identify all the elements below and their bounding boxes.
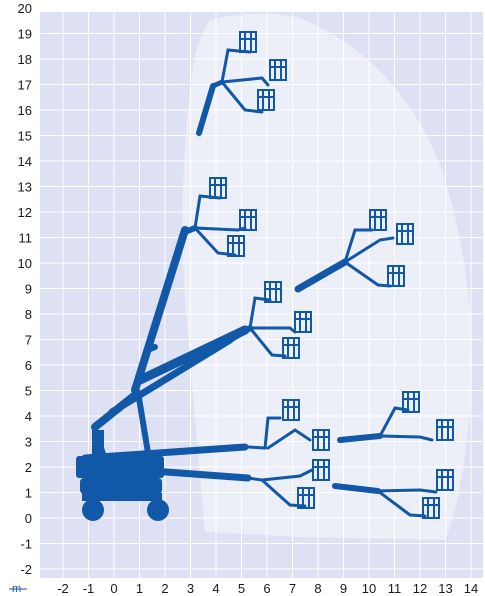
x-tick-label: 2 xyxy=(161,581,168,596)
basket xyxy=(297,487,315,509)
basket xyxy=(422,497,440,519)
jib-links xyxy=(193,48,438,518)
x-tick-label: 4 xyxy=(212,581,219,596)
x-tick-label: 8 xyxy=(314,581,321,596)
x-tick-label: 13 xyxy=(438,581,452,596)
y-tick-label: 1 xyxy=(25,486,32,501)
y-tick-label: 16 xyxy=(18,103,32,118)
basket xyxy=(282,337,300,359)
platform-baskets xyxy=(209,31,454,519)
x-tick-label: 0 xyxy=(110,581,117,596)
basket xyxy=(312,459,330,481)
basket xyxy=(227,235,245,257)
y-tick-label: 14 xyxy=(18,154,32,169)
basket xyxy=(239,31,257,53)
x-tick-label: 7 xyxy=(289,581,296,596)
y-tick-label: 11 xyxy=(19,231,33,246)
front-wheel xyxy=(82,499,104,521)
y-tick-label: 9 xyxy=(25,282,32,297)
y-tick-label: 13 xyxy=(18,180,32,195)
y-tick-label: 5 xyxy=(25,384,32,399)
basket xyxy=(387,265,405,287)
basket xyxy=(209,177,227,199)
x-tick-label: 14 xyxy=(464,581,478,596)
y-tick-label: -1 xyxy=(20,537,32,552)
y-tick-label: 6 xyxy=(25,358,32,373)
x-tick-label: 3 xyxy=(187,581,194,596)
basket xyxy=(402,391,420,413)
basket xyxy=(436,419,454,441)
x-tick-label: -1 xyxy=(83,581,95,596)
boom-lines xyxy=(81,79,383,494)
y-tick-label: 7 xyxy=(25,333,32,348)
x-tick-label: 5 xyxy=(238,581,245,596)
basket xyxy=(396,223,414,245)
y-tick-label: 8 xyxy=(25,307,32,322)
x-tick-label: 9 xyxy=(340,581,347,596)
basket xyxy=(294,311,312,333)
x-tick-label: 6 xyxy=(263,581,270,596)
y-tick-label: 20 xyxy=(18,1,32,16)
y-tick-label: 17 xyxy=(18,78,32,93)
x-tick-label: 12 xyxy=(413,581,427,596)
y-tick-label: 4 xyxy=(25,409,32,424)
y-tick-label: 12 xyxy=(18,205,32,220)
rear-wheel xyxy=(147,499,169,521)
y-tick-label: -2 xyxy=(20,562,32,577)
basket xyxy=(239,209,257,231)
y-tick-label: 3 xyxy=(25,435,32,450)
basket xyxy=(312,429,330,451)
x-tick-label: 1 xyxy=(136,581,143,596)
basket xyxy=(269,59,287,81)
y-tick-label: 15 xyxy=(18,129,32,144)
x-tick-label: 11 xyxy=(388,581,402,596)
basket xyxy=(436,469,454,491)
basket xyxy=(369,209,387,231)
y-tick-label: 10 xyxy=(18,256,32,271)
y-tick-label: 2 xyxy=(25,460,32,475)
y-tick-label: 18 xyxy=(18,52,32,67)
x-tick-label: 10 xyxy=(362,581,376,596)
basket xyxy=(257,89,275,111)
x-tick-label: -2 xyxy=(57,581,69,596)
basket xyxy=(282,399,300,421)
basket xyxy=(264,281,282,303)
y-tick-label: 19 xyxy=(18,27,32,42)
y-tick-label: 0 xyxy=(25,511,32,526)
